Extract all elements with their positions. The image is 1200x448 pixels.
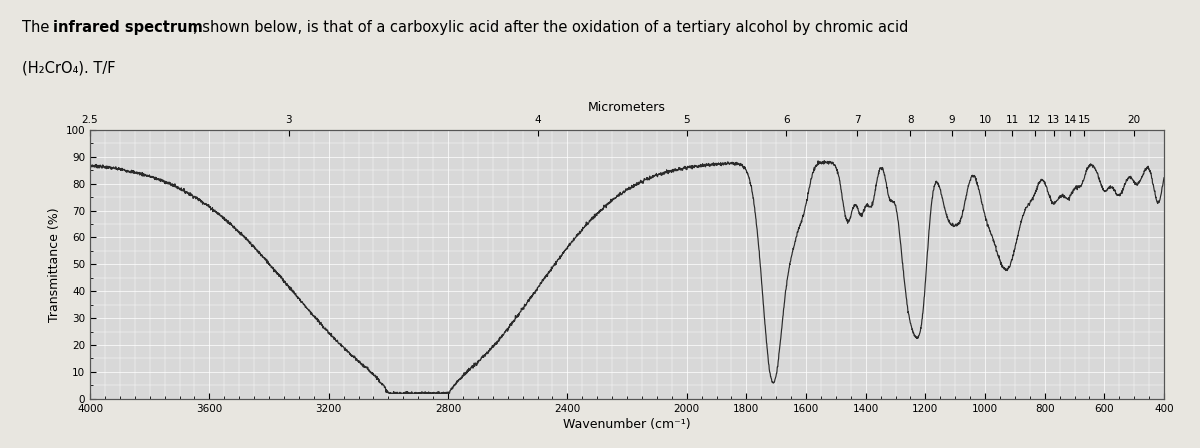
Text: infrared spectrum: infrared spectrum (53, 20, 203, 35)
Text: (H₂CrO₄). T/F: (H₂CrO₄). T/F (22, 60, 115, 75)
X-axis label: Micrometers: Micrometers (588, 101, 666, 114)
Text: , shown below, is that of a carboxylic acid after the oxidation of a tertiary al: , shown below, is that of a carboxylic a… (193, 20, 908, 35)
Y-axis label: Transmittance (%): Transmittance (%) (48, 207, 61, 322)
Text: The: The (22, 20, 54, 35)
X-axis label: Wavenumber (cm⁻¹): Wavenumber (cm⁻¹) (563, 418, 691, 431)
